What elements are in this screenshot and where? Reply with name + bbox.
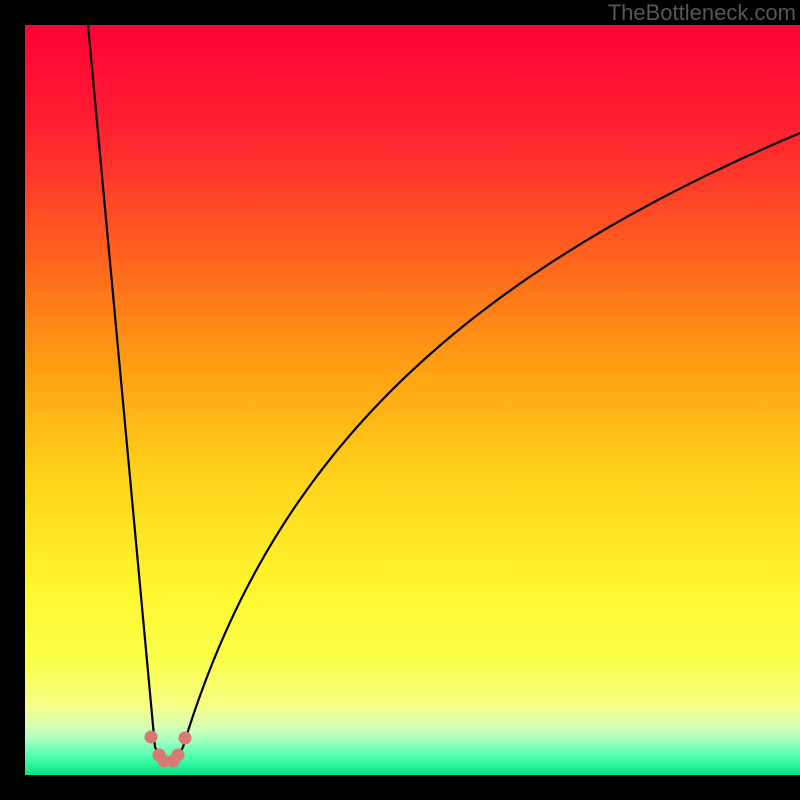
valley-marker bbox=[179, 732, 192, 745]
watermark-text: TheBottleneck.com bbox=[608, 0, 796, 26]
valley-marker bbox=[145, 731, 158, 744]
plot-svg bbox=[25, 25, 800, 775]
gradient-background bbox=[25, 25, 800, 775]
plot-area bbox=[25, 25, 800, 775]
valley-marker bbox=[172, 749, 185, 762]
